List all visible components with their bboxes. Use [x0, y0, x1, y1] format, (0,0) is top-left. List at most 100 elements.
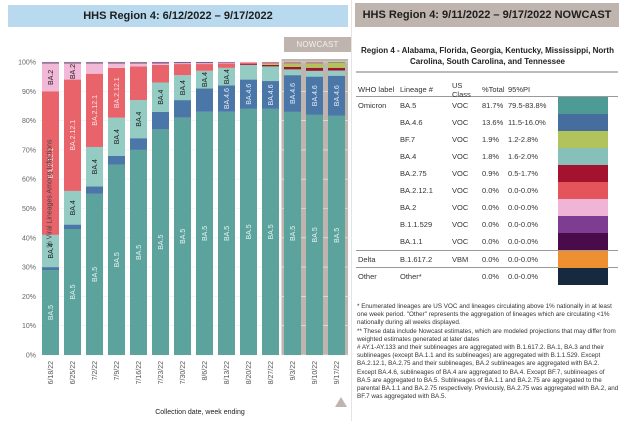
- bar-segment-other: [306, 62, 323, 63]
- y-tick-label: 20%: [22, 294, 36, 301]
- header-lineage: Lineage #: [400, 85, 433, 94]
- bar-segment-ba-5: [42, 270, 59, 355]
- bar-segment-ba-2-12-1: [64, 79, 81, 191]
- bar-segment-ba-4-6: [284, 75, 301, 112]
- cell-total: 0.0%: [482, 186, 500, 195]
- bar-segment-ba-2: [86, 63, 103, 74]
- cell-us-class: VOC: [452, 237, 469, 246]
- bar-data-label: BA.5: [334, 228, 341, 243]
- y-tick-label: 90%: [22, 89, 36, 96]
- bar-segment-ba-2-12-1: [174, 64, 191, 76]
- bar-data-label: BA.5: [70, 284, 77, 299]
- color-swatch: [558, 250, 608, 268]
- bar-segment-ba-2-12-1: [218, 63, 235, 68]
- lineage-table: WHO label Lineage # US Class %Total 95%P…: [356, 81, 618, 285]
- bar-segment-b-1-1-529: [42, 62, 59, 64]
- color-swatch: [558, 199, 608, 216]
- bar-segment-ba-4: [218, 67, 235, 86]
- bar-segment-ba-4-6: [108, 155, 125, 165]
- x-tick-label: 9/17/22: [334, 361, 341, 384]
- bar-segment-ba-2-12-1: [42, 91, 59, 235]
- cell-us-class: VOC: [452, 152, 469, 161]
- bar-segment-ba-4-6: [306, 76, 323, 115]
- cell-pi: 1.6-2.0%: [508, 152, 539, 161]
- right-panel-title: HHS Region 4: 9/11/2022 – 9/17/2022 NOWC…: [355, 3, 619, 27]
- color-swatch: [558, 216, 608, 233]
- bar-segment-other: [152, 62, 169, 63]
- bar-data-label: BA.4: [48, 243, 55, 258]
- cell-who-label: Other: [358, 271, 377, 281]
- x-tick-label: 8/13/22: [224, 361, 231, 384]
- bar-data-label: BA.4: [158, 89, 165, 104]
- bar-segment-bf-7: [284, 63, 301, 67]
- bar-segment-ba-4-6: [262, 81, 279, 109]
- bar-segment-ba-2-75: [306, 67, 323, 71]
- bar-segment-ba-2-12-1: [240, 62, 257, 65]
- cell-pi: 11.5-16.0%: [508, 118, 546, 127]
- cell-total: 0.0%: [482, 254, 500, 264]
- bar-data-label: BA.5: [224, 226, 231, 241]
- bar-data-label: BA.2: [48, 70, 55, 85]
- y-tick-label: 60%: [22, 177, 36, 184]
- bar-segment-ba-4: [108, 117, 125, 156]
- left-panel-title: HHS Region 4: 6/12/2022 – 9/17/2022: [8, 5, 348, 27]
- x-tick-label: 6/18/22: [48, 361, 55, 384]
- bar-segment-ba-5: [196, 111, 213, 355]
- bar-segment-ba-2: [174, 63, 191, 65]
- bar-segment-other: [64, 62, 81, 63]
- x-tick-label: 7/16/22: [136, 361, 143, 384]
- x-tick-label: 7/9/22: [114, 361, 121, 381]
- cell-us-class: VBM: [452, 254, 469, 264]
- header-pi: 95%PI: [508, 85, 531, 94]
- y-tick-label: 80%: [22, 118, 36, 125]
- color-swatch: [558, 114, 608, 131]
- color-swatch: [558, 182, 608, 199]
- bar-segment-ba-4: [130, 100, 147, 139]
- bar-segment-ba-5: [174, 117, 191, 355]
- bar-segment-ba-2-12-1: [108, 67, 125, 118]
- bar-segment-b-1-1-529: [64, 62, 81, 64]
- bar-segment-b-1-1-529: [86, 62, 103, 64]
- y-tick-label: 70%: [22, 147, 36, 154]
- bar-segment-ba-2-75: [262, 64, 279, 67]
- table-header: WHO label Lineage # US Class %Total 95%P…: [356, 81, 618, 99]
- bar-data-label: BA.5: [312, 227, 319, 242]
- bar-segment-ba-4: [262, 66, 279, 82]
- bar-segment-ba-4: [240, 64, 257, 80]
- bar-segment-ba-4-6: [130, 138, 147, 150]
- cell-total: 1.9%: [482, 135, 500, 144]
- color-swatch: [558, 148, 608, 165]
- cell-pi: 0.0-0.0%: [508, 254, 539, 264]
- bar-data-label: BA.4: [136, 111, 143, 126]
- bar-segment-b-1-1-529: [130, 62, 147, 64]
- bar-segment-ba-2: [240, 62, 257, 63]
- bar-segment-ba-4-6: [152, 111, 169, 130]
- cell-who-label: Omicron: [358, 101, 387, 110]
- region-title: Region 4 - Alabama, Florida, Georgia, Ke…: [361, 46, 614, 66]
- footnote-nowcast: ** These data include Nowcast estimates,…: [357, 327, 616, 343]
- y-axis-title: % Viral Lineages Among Infections: [46, 139, 54, 248]
- bar-segment-ba-4: [152, 82, 169, 112]
- bar-segment-ba-4: [284, 69, 301, 76]
- bar-segment-ba-2-12-1: [262, 62, 279, 64]
- bar-segment-ba-2-12-1: [86, 73, 103, 147]
- bar-data-label: BA.5: [290, 226, 297, 241]
- bar-data-label: BA.4: [70, 200, 77, 215]
- bar-segment-ba-5: [240, 108, 257, 355]
- bar-segment-ba-2: [196, 63, 213, 65]
- bar-segment-other: [262, 62, 279, 63]
- cell-who-label: Delta: [358, 254, 376, 264]
- table-row: BA.4.6 VOC 13.6% 11.5-16.0%: [356, 114, 618, 131]
- table-row: Delta B.1.617.2 VBM 0.0% 0.0-0.0%: [356, 250, 618, 268]
- cell-pi: 0.0-0.0%: [508, 271, 539, 281]
- table-body: Omicron BA.5 VOC 81.7% 79.5-83.8% BA.4.6 VOC 13…: [356, 97, 618, 285]
- cell-pi: 0.0-0.0%: [508, 237, 539, 246]
- bar-segment-ba-5: [262, 108, 279, 355]
- cell-pi: 1.2-2.8%: [508, 135, 539, 144]
- bar-data-label: BA.4.6: [224, 88, 231, 109]
- bar-data-label: BA.5: [158, 235, 165, 250]
- bar-segment-ba-4: [64, 190, 81, 225]
- bar-data-label: BA.4.6: [268, 84, 275, 105]
- table-row: Other Other* 0.0% 0.0-0.0%: [356, 267, 618, 285]
- table-row: BA.1.1 VOC 0.0% 0.0-0.0%: [356, 233, 618, 250]
